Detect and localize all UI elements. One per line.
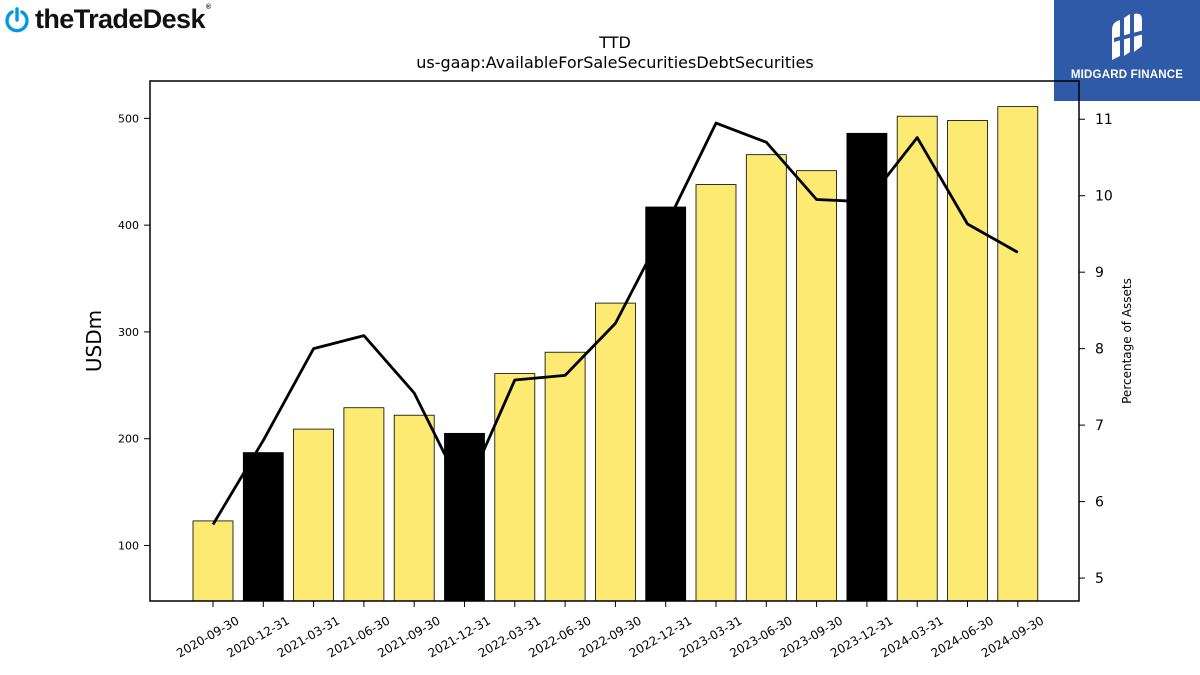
percentage-line xyxy=(211,121,1019,526)
y-tick-label: 200 xyxy=(118,433,139,446)
bar-2020-12-31 xyxy=(242,452,284,602)
bar-2023-03-31 xyxy=(695,184,737,602)
y-axis-label: USDm xyxy=(82,310,106,372)
bar-2021-09-30 xyxy=(393,414,435,602)
midgard-logo-icon xyxy=(1112,13,1144,60)
bar-2024-03-31 xyxy=(896,115,938,602)
y2-tick-label: 9 xyxy=(1095,265,1104,281)
bar-2022-06-30 xyxy=(544,351,586,602)
bar-2022-09-30 xyxy=(595,302,636,602)
bar-series xyxy=(192,106,1039,602)
y2-axis-label: Percentage of Assets xyxy=(1120,278,1134,404)
bar-2021-03-31 xyxy=(293,428,335,602)
bar-2020-09-30 xyxy=(192,520,234,602)
y2-tick-label: 6 xyxy=(1095,495,1104,511)
x-axis: 2020-09-302020-12-312021-03-312021-06-30… xyxy=(174,601,1046,660)
bar-2022-03-31 xyxy=(494,373,536,602)
chart-subtitle: us-gaap:AvailableForSaleSecuritiesDebtSe… xyxy=(416,53,814,72)
logo-wordmark: theTradeDesk® xyxy=(35,4,211,35)
bar-2021-06-30 xyxy=(343,407,385,602)
y-tick-label: 500 xyxy=(118,112,139,125)
bar-2022-12-31 xyxy=(645,206,687,602)
y-tick-label: 300 xyxy=(118,326,139,339)
y-tick-label: 400 xyxy=(118,219,139,232)
bar-2024-06-30 xyxy=(947,120,988,602)
bar-2024-09-30 xyxy=(997,106,1039,602)
plot-frame xyxy=(149,80,1080,602)
bar-2021-12-31 xyxy=(444,432,485,602)
line-series xyxy=(211,121,1019,526)
y2-tick-label: 11 xyxy=(1095,112,1113,128)
y2-tick-label: 7 xyxy=(1095,418,1104,434)
power-icon xyxy=(5,6,29,32)
logo-wordmark-text: theTradeDesk xyxy=(35,4,205,34)
y2-tick-label: 8 xyxy=(1095,342,1104,358)
badge-text: MIDGARD FINANCE xyxy=(1070,69,1184,81)
y2-tick-label: 10 xyxy=(1095,189,1113,205)
bar-2023-12-31 xyxy=(846,132,888,602)
chart-title: TTD xyxy=(598,33,631,52)
bar-2023-06-30 xyxy=(745,154,787,602)
left-axis: 100 200 300 400 500 xyxy=(118,112,150,552)
brand-logo: theTradeDesk® xyxy=(4,4,211,35)
bar-2023-09-30 xyxy=(796,170,837,602)
y2-tick-label: 5 xyxy=(1095,571,1104,587)
y-tick-label: 100 xyxy=(118,539,139,552)
registered-mark: ® xyxy=(205,4,211,11)
right-axis: 5 6 7 8 9 10 11 xyxy=(1079,112,1113,587)
